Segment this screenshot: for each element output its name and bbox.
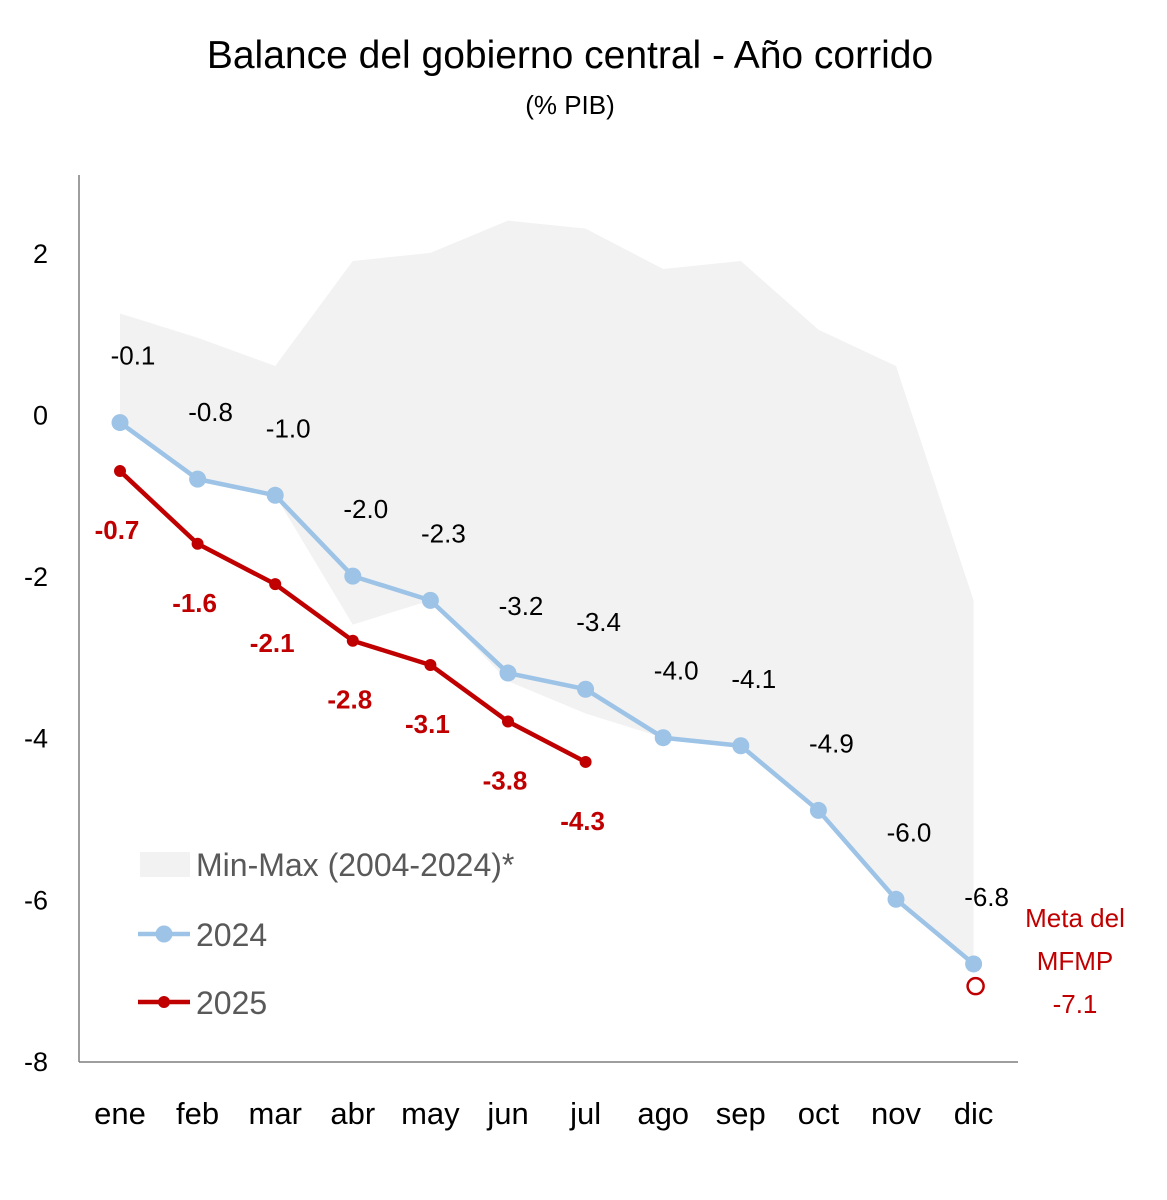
data-label-2025: -2.1 (250, 628, 295, 658)
data-label-2024: -4.9 (809, 728, 854, 758)
chart-subtitle: (% PIB) (525, 90, 615, 120)
series-point-2024 (732, 737, 750, 755)
x-tick-label: ene (94, 1096, 146, 1131)
data-label-2024: -1.0 (266, 413, 311, 443)
series-point-2025 (502, 715, 514, 728)
series-point-2025 (191, 537, 204, 550)
series-point-2024 (887, 890, 905, 908)
x-tick-label: dic (954, 1096, 994, 1131)
x-tick-label: ago (637, 1096, 689, 1131)
series-point-2024 (344, 567, 362, 585)
data-label-2024: -2.0 (343, 494, 388, 524)
x-tick-label: oct (798, 1096, 840, 1131)
x-tick-label: jun (486, 1096, 528, 1131)
target-label-line: MFMP (1037, 946, 1114, 976)
series-point-2025 (346, 634, 359, 647)
legend-label-band: Min-Max (2004-2024)* (196, 847, 514, 883)
y-tick-label: 0 (33, 401, 48, 431)
series-point-2025 (579, 755, 592, 768)
series-point-2024 (499, 664, 517, 682)
target-marker (966, 976, 985, 996)
data-label-2025: -3.1 (405, 709, 450, 739)
x-tick-label: abr (330, 1096, 375, 1131)
series-point-2024 (577, 680, 595, 698)
legend-marker-2024 (155, 925, 173, 943)
data-label-2024: -3.4 (576, 607, 621, 637)
data-labels-layer: -0.1 -0.8 -1.0 -2.0 -2.3 -3.2 -3.4 -4.0 -4.1 -4.9… (95, 341, 1009, 912)
x-tick-label: may (401, 1096, 460, 1131)
series-point-2024 (421, 591, 439, 609)
series-point-2024 (111, 414, 129, 432)
series-point-2024 (266, 486, 284, 504)
y-tick-label: -2 (24, 562, 48, 592)
y-tick-label: -8 (24, 1047, 48, 1077)
data-label-2025: -1.6 (172, 588, 217, 618)
min-max-band (120, 220, 974, 964)
series-point-2024 (189, 470, 207, 488)
data-label-2024: -3.2 (499, 591, 544, 621)
data-label-2024: -0.1 (111, 341, 156, 371)
legend-label-2024: 2024 (196, 917, 267, 953)
min-max-band-layer (120, 220, 974, 964)
data-label-2024: -6.8 (964, 882, 1009, 912)
series-point-2024 (654, 729, 672, 747)
data-label-2025: -4.3 (560, 806, 605, 836)
data-label-2025: -2.8 (327, 685, 372, 715)
series-point-2025 (424, 658, 437, 671)
x-tick-label: jul (569, 1096, 601, 1131)
x-tick-label: sep (716, 1096, 766, 1131)
y-tick-label: -6 (24, 885, 48, 915)
series-point-2025 (269, 578, 282, 591)
legend-swatch-band (140, 852, 190, 877)
data-label-2024: -4.0 (654, 656, 699, 686)
legend: Min-Max (2004-2024)* 2024 2025 (138, 847, 514, 1021)
data-label-2025: -0.7 (95, 515, 140, 545)
series-point-2024 (965, 955, 983, 973)
legend-marker-2025 (158, 996, 170, 1008)
series-line-2024 (118, 420, 976, 966)
y-tick-label: 2 (33, 239, 48, 269)
x-tick-label: nov (871, 1096, 921, 1131)
legend-label-2025: 2025 (196, 985, 267, 1021)
data-label-2024: -6.0 (887, 817, 932, 847)
target-annotation: Meta del MFMP -7.1 (966, 903, 1125, 1019)
data-label-2024: -0.8 (188, 397, 233, 427)
series-point-2024 (809, 801, 827, 819)
data-label-2024: -2.3 (421, 518, 466, 548)
x-tick-label: mar (249, 1096, 302, 1131)
y-tick-label: -4 (24, 724, 48, 754)
target-label-line: Meta del (1025, 903, 1125, 933)
series-layer (111, 414, 983, 973)
series-point-2025 (114, 465, 126, 478)
target-label-line: -7.1 (1053, 989, 1098, 1019)
axes: 2 0 -2 -4 -6 -8 ene feb mar abr may jun jul ago sep oct… (24, 175, 1018, 1131)
x-tick-label: feb (176, 1096, 219, 1131)
data-label-2024: -4.1 (731, 664, 776, 694)
data-label-2025: -3.8 (483, 766, 528, 796)
chart-title: Balance del gobierno central - Año corri… (206, 34, 934, 77)
